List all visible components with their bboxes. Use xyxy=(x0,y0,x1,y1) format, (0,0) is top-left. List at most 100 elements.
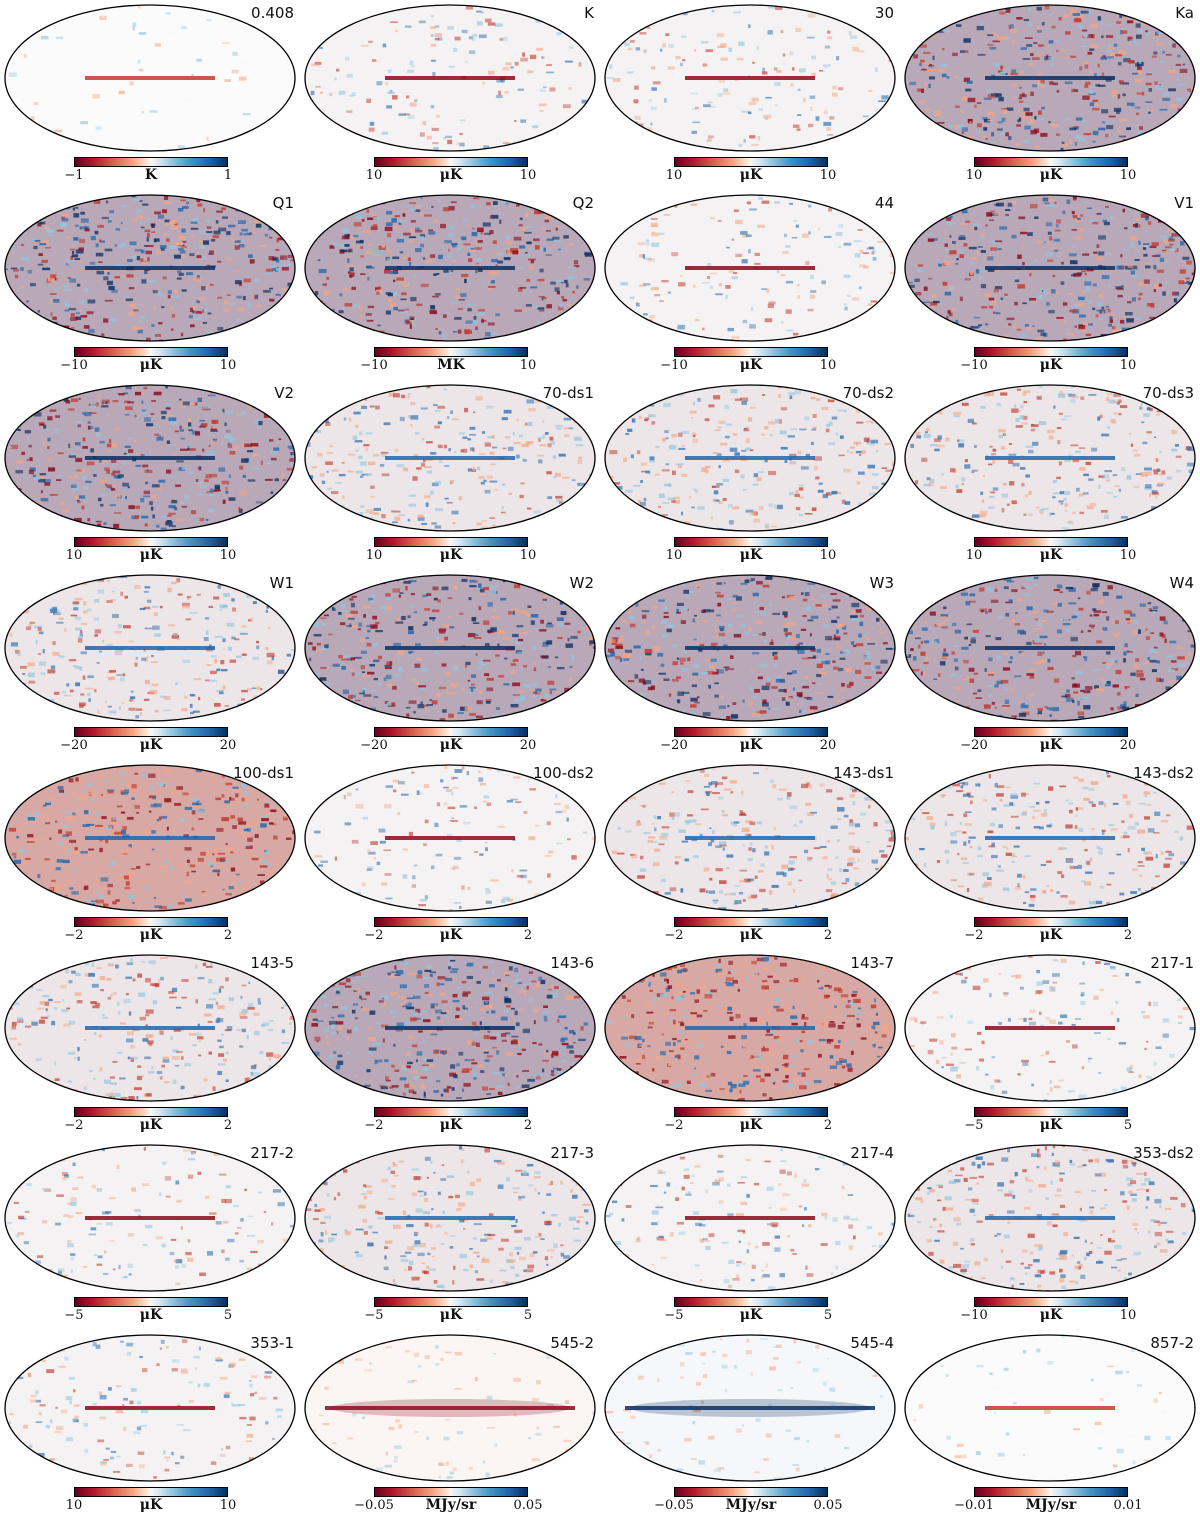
colorbar-unit: MJy/sr xyxy=(1025,1497,1077,1513)
colorbar xyxy=(974,347,1128,357)
colorbar-unit: μK xyxy=(739,1117,763,1133)
sky-map xyxy=(4,1144,296,1292)
sky-map-panel: K 10 10 μK xyxy=(300,0,600,190)
sky-map-panel: 353-1 10 10 μK xyxy=(0,1330,300,1520)
colorbar-min-tick: −20 xyxy=(660,738,688,753)
sky-map xyxy=(4,1334,296,1482)
colorbar-unit: μK xyxy=(439,1117,463,1133)
band-label: W4 xyxy=(1169,574,1194,592)
sky-map xyxy=(304,1334,596,1482)
band-label: 70-ds2 xyxy=(842,384,894,402)
colorbar-unit: μK xyxy=(439,547,463,563)
colorbar-min-tick: 10 xyxy=(965,168,983,183)
sky-map-panel: 143-7 −2 2 μK xyxy=(600,950,900,1140)
band-label: 143-5 xyxy=(250,954,294,972)
colorbar-unit: μK xyxy=(139,357,163,373)
sky-map-panel: W2 −20 20 μK xyxy=(300,570,600,760)
sky-map xyxy=(604,574,896,722)
colorbar-max-tick: 20 xyxy=(1119,738,1137,753)
sky-map-panel: 143-6 −2 2 μK xyxy=(300,950,600,1140)
band-label: 44 xyxy=(874,194,894,212)
band-label: 100-ds1 xyxy=(233,764,294,782)
band-label: 30 xyxy=(874,4,894,22)
colorbar-max-tick: 10 xyxy=(519,358,537,373)
colorbar-min-tick: −0.05 xyxy=(654,1498,694,1513)
sky-map xyxy=(304,194,596,342)
colorbar xyxy=(74,537,228,547)
colorbar-unit: μK xyxy=(439,1307,463,1323)
colorbar-min-tick: 10 xyxy=(365,548,383,563)
sky-map xyxy=(304,954,596,1102)
colorbar-unit: μK xyxy=(1039,167,1063,183)
sky-map xyxy=(4,764,296,912)
colorbar xyxy=(674,157,828,167)
sky-map-panel: W1 −20 20 μK xyxy=(0,570,300,760)
band-label: 70-ds3 xyxy=(1142,384,1194,402)
colorbar-unit: μK xyxy=(1039,357,1063,373)
colorbar xyxy=(74,347,228,357)
band-label: 143-6 xyxy=(550,954,594,972)
sky-map-panel: Q2 −10 10 MK xyxy=(300,190,600,380)
sky-map-panel: 30 10 10 μK xyxy=(600,0,900,190)
colorbar-min-tick: −0.05 xyxy=(354,1498,394,1513)
sky-map xyxy=(604,1144,896,1292)
colorbar-max-tick: 2 xyxy=(223,928,233,943)
band-label: 143-ds1 xyxy=(833,764,894,782)
colorbar-min-tick: −2 xyxy=(364,928,384,943)
colorbar-unit: μK xyxy=(1039,927,1063,943)
colorbar xyxy=(974,1487,1128,1497)
colorbar-min-tick: −2 xyxy=(364,1118,384,1133)
colorbar-max-tick: 20 xyxy=(819,738,837,753)
sky-map-panel: 70-ds1 10 10 μK xyxy=(300,380,600,570)
colorbar-unit: μK xyxy=(139,927,163,943)
sky-map-panel: 857-2 −0.01 0.01 MJy/sr xyxy=(900,1330,1200,1520)
colorbar-min-tick: 10 xyxy=(665,548,683,563)
colorbar xyxy=(374,537,528,547)
band-label: V1 xyxy=(1174,194,1194,212)
colorbar xyxy=(974,157,1128,167)
sky-map xyxy=(4,384,296,532)
sky-map xyxy=(304,4,596,152)
colorbar-unit: μK xyxy=(1039,737,1063,753)
colorbar-max-tick: 2 xyxy=(823,928,833,943)
colorbar-max-tick: 10 xyxy=(219,1498,237,1513)
sky-map-panel: Q1 −10 10 μK xyxy=(0,190,300,380)
sky-map xyxy=(4,4,296,152)
colorbar-max-tick: 2 xyxy=(823,1118,833,1133)
colorbar xyxy=(374,157,528,167)
colorbar-min-tick: −10 xyxy=(660,358,688,373)
colorbar-min-tick: 10 xyxy=(665,168,683,183)
colorbar-unit: μK xyxy=(1039,1117,1063,1133)
colorbar xyxy=(674,727,828,737)
colorbar-max-tick: 20 xyxy=(519,738,537,753)
colorbar-min-tick: −5 xyxy=(64,1308,84,1323)
band-label: 353-ds2 xyxy=(1133,1144,1194,1162)
colorbar-unit: μK xyxy=(739,357,763,373)
colorbar-min-tick: −0.01 xyxy=(954,1498,994,1513)
band-label: 857-2 xyxy=(1150,1334,1194,1352)
colorbar-max-tick: 5 xyxy=(223,1308,233,1323)
band-label: 143-7 xyxy=(850,954,894,972)
colorbar-unit: K xyxy=(144,167,158,183)
colorbar-max-tick: 10 xyxy=(519,168,537,183)
colorbar-min-tick: −2 xyxy=(664,928,684,943)
colorbar-max-tick: 10 xyxy=(819,358,837,373)
colorbar-max-tick: 10 xyxy=(1119,548,1137,563)
sky-map xyxy=(604,384,896,532)
band-label: Q1 xyxy=(272,194,294,212)
sky-map xyxy=(904,1144,1196,1292)
colorbar-min-tick: −10 xyxy=(360,358,388,373)
sky-map-panel: 353-ds2 −10 10 μK xyxy=(900,1140,1200,1330)
sky-map-panel: 545-2 −0.05 0.05 MJy/sr xyxy=(300,1330,600,1520)
colorbar-min-tick: 10 xyxy=(365,168,383,183)
sky-map xyxy=(604,1334,896,1482)
band-label: Q2 xyxy=(572,194,594,212)
colorbar xyxy=(674,1297,828,1307)
colorbar xyxy=(974,727,1128,737)
colorbar-max-tick: 10 xyxy=(519,548,537,563)
colorbar-unit: μK xyxy=(139,1497,163,1513)
sky-map-panel: 143-ds1 −2 2 μK xyxy=(600,760,900,950)
colorbar xyxy=(974,1297,1128,1307)
sky-map-panel: 70-ds2 10 10 μK xyxy=(600,380,900,570)
